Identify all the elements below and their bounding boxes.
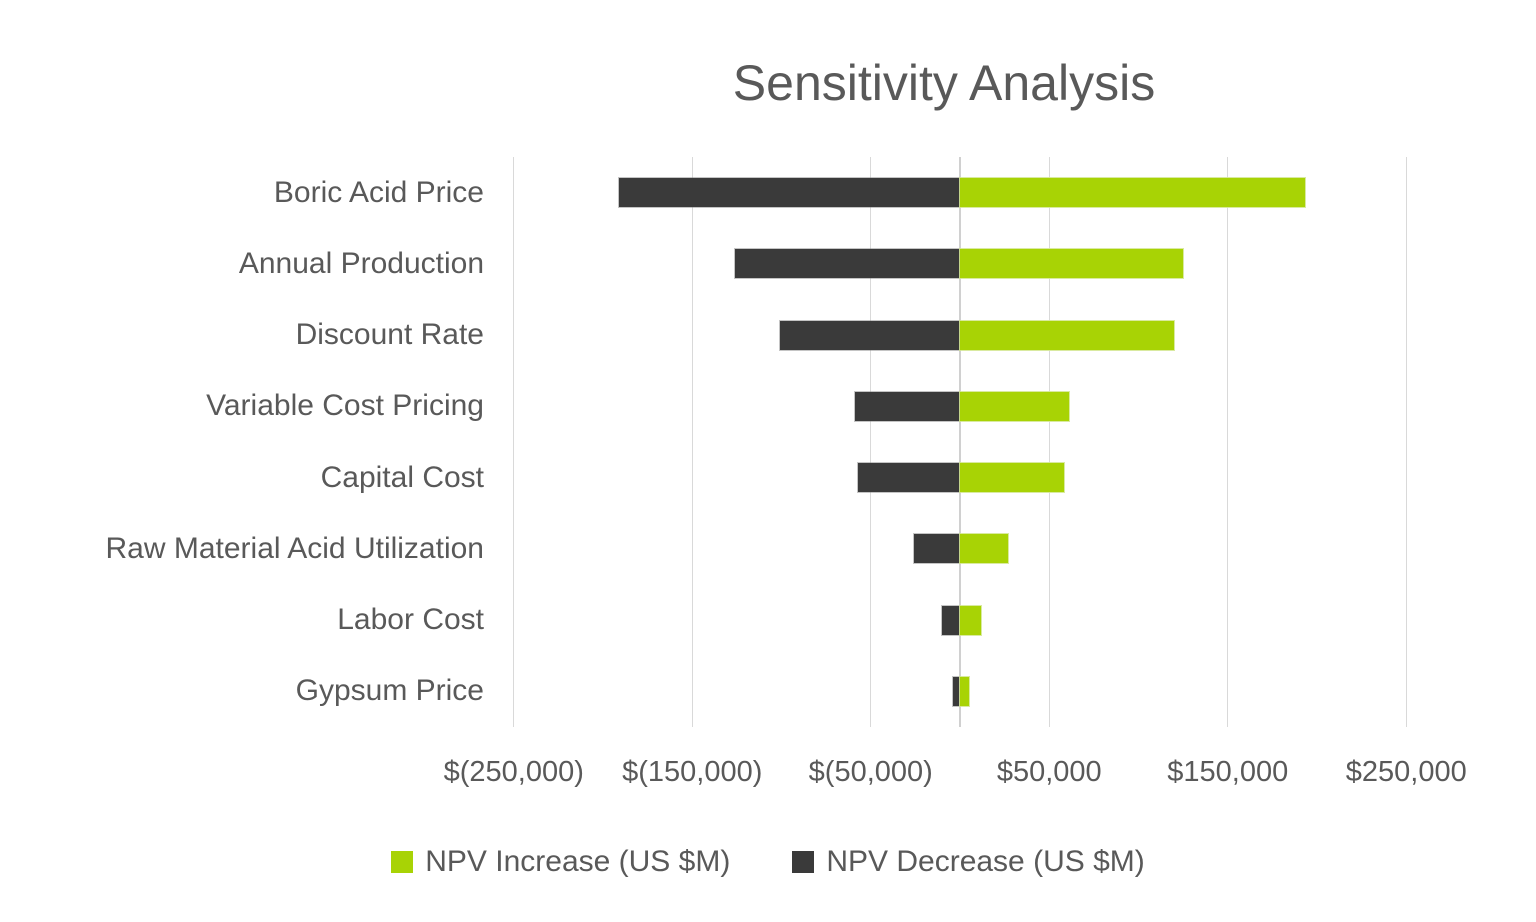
chart-legend: NPV Increase (US $M) NPV Decrease (US $M) — [0, 845, 1536, 879]
legend-item-npv-decrease-us-m: NPV Decrease (US $M) — [792, 845, 1145, 879]
x-tick-label-150000: $150,000 — [1167, 756, 1289, 788]
bar-npv-decrease-raw-material-acid-utilization — [913, 534, 960, 564]
x-tick-label--50000: $(50,000) — [808, 756, 933, 788]
gridline--150000 — [691, 157, 693, 727]
bar-npv-increase-raw-material-acid-utilization — [960, 534, 1009, 564]
legend-item-npv-increase-us-m: NPV Increase (US $M) — [391, 845, 730, 879]
legend-swatch-npv-decrease-us-m-icon — [792, 851, 815, 873]
bar-npv-decrease-annual-production — [735, 249, 960, 279]
bar-npv-decrease-variable-cost-pricing — [854, 391, 960, 421]
bar-npv-increase-capital-cost — [960, 463, 1064, 493]
gridline-50000 — [1048, 157, 1050, 727]
category-label-discount-rate: Discount Rate — [295, 318, 484, 352]
bar-npv-increase-annual-production — [960, 249, 1184, 279]
bar-npv-increase-gypsum-price — [960, 676, 969, 706]
bar-npv-increase-variable-cost-pricing — [960, 391, 1069, 421]
gridline--50000 — [870, 157, 872, 727]
category-label-boric-acid-price: Boric Acid Price — [273, 175, 484, 209]
bar-npv-decrease-labor-cost — [942, 605, 960, 635]
x-tick-label-50000: $50,000 — [996, 756, 1102, 788]
legend-swatch-npv-increase-us-m-icon — [391, 851, 414, 873]
category-label-variable-cost-pricing: Variable Cost Pricing — [206, 389, 484, 423]
zero-axis-line — [959, 157, 961, 727]
category-label-raw-material-acid-utilization: Raw Material Acid Utilization — [105, 531, 484, 565]
x-tick-label--150000: $(150,000) — [622, 756, 763, 788]
bar-npv-decrease-gypsum-price — [952, 676, 960, 706]
legend-label-npv-increase-us-m: NPV Increase (US $M) — [425, 845, 731, 878]
legend-label-npv-decrease-us-m: NPV Decrease (US $M) — [826, 845, 1145, 878]
bar-npv-increase-discount-rate — [960, 320, 1175, 350]
gridline-150000 — [1227, 157, 1229, 727]
bar-npv-increase-boric-acid-price — [960, 178, 1305, 208]
gridline-250000 — [1405, 157, 1407, 727]
bar-npv-decrease-boric-acid-price — [619, 178, 960, 208]
x-tick-label-250000: $250,000 — [1345, 756, 1467, 788]
x-tick-label--250000: $(250,000) — [443, 756, 584, 788]
chart-title: Sensitivity Analysis — [732, 55, 1156, 111]
category-label-gypsum-price: Gypsum Price — [295, 674, 484, 708]
gridline--250000 — [513, 157, 515, 727]
category-label-capital-cost: Capital Cost — [320, 460, 484, 494]
category-label-labor-cost: Labor Cost — [337, 603, 484, 637]
bar-npv-decrease-capital-cost — [858, 463, 960, 493]
bar-npv-decrease-discount-rate — [779, 320, 960, 350]
category-label-annual-production: Annual Production — [238, 246, 484, 280]
bar-npv-increase-labor-cost — [960, 605, 982, 635]
